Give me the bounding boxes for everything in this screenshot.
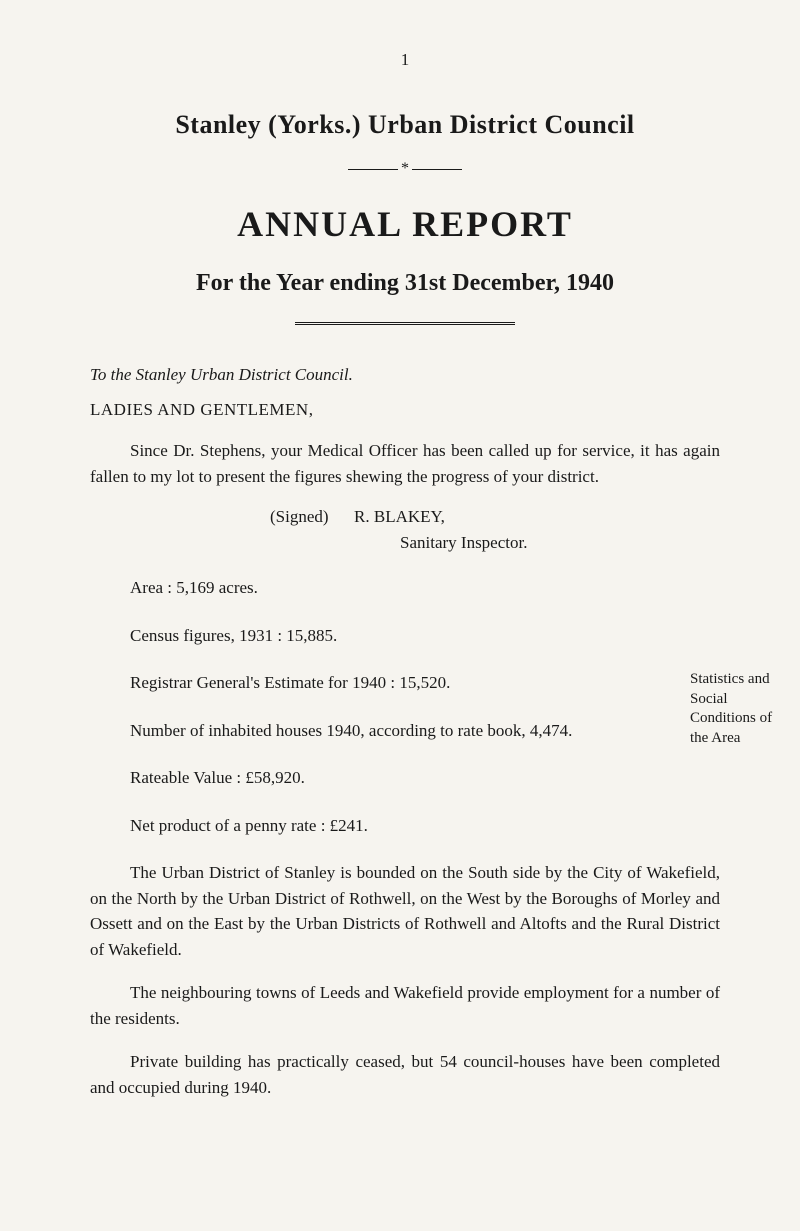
page-number: 1: [90, 50, 720, 70]
signed-line: (Signed) R. BLAKEY,: [270, 507, 720, 527]
signed-name: R. BLAKEY,: [354, 507, 445, 526]
stat-rateable: Rateable Value : £58,920.: [90, 765, 720, 791]
report-subtitle: For the Year ending 31st December, 1940: [90, 270, 720, 297]
double-rule: [295, 322, 515, 325]
stat-inhabited: Number of inhabited houses 1940, accordi…: [90, 718, 720, 744]
divider: *: [90, 160, 720, 178]
stat-area: Area : 5,169 acres.: [90, 575, 720, 601]
council-title: Stanley (Yorks.) Urban District Council: [90, 110, 720, 140]
closing-para-1: The Urban District of Stanley is bounded…: [90, 860, 720, 962]
closing-para-2: The neighbouring towns of Leeds and Wake…: [90, 980, 720, 1031]
intro-paragraph: Since Dr. Stephens, your Medical Officer…: [90, 438, 720, 489]
addressee-line: To the Stanley Urban District Council.: [90, 365, 720, 385]
stat-census: Census figures, 1931 : 15,885.: [90, 623, 720, 649]
stat-netproduct: Net product of a penny rate : £241.: [90, 813, 720, 839]
side-note: Statistics and Social Conditions of the …: [690, 670, 790, 748]
closing-para-3: Private building has practically ceased,…: [90, 1049, 720, 1100]
signed-role: Sanitary Inspector.: [400, 533, 720, 553]
signed-label: (Signed): [270, 507, 329, 526]
report-title: ANNUAL REPORT: [90, 203, 720, 245]
salutation: LADIES AND GENTLEMEN,: [90, 400, 720, 420]
stat-registrar: Registrar General's Estimate for 1940 : …: [90, 670, 720, 696]
